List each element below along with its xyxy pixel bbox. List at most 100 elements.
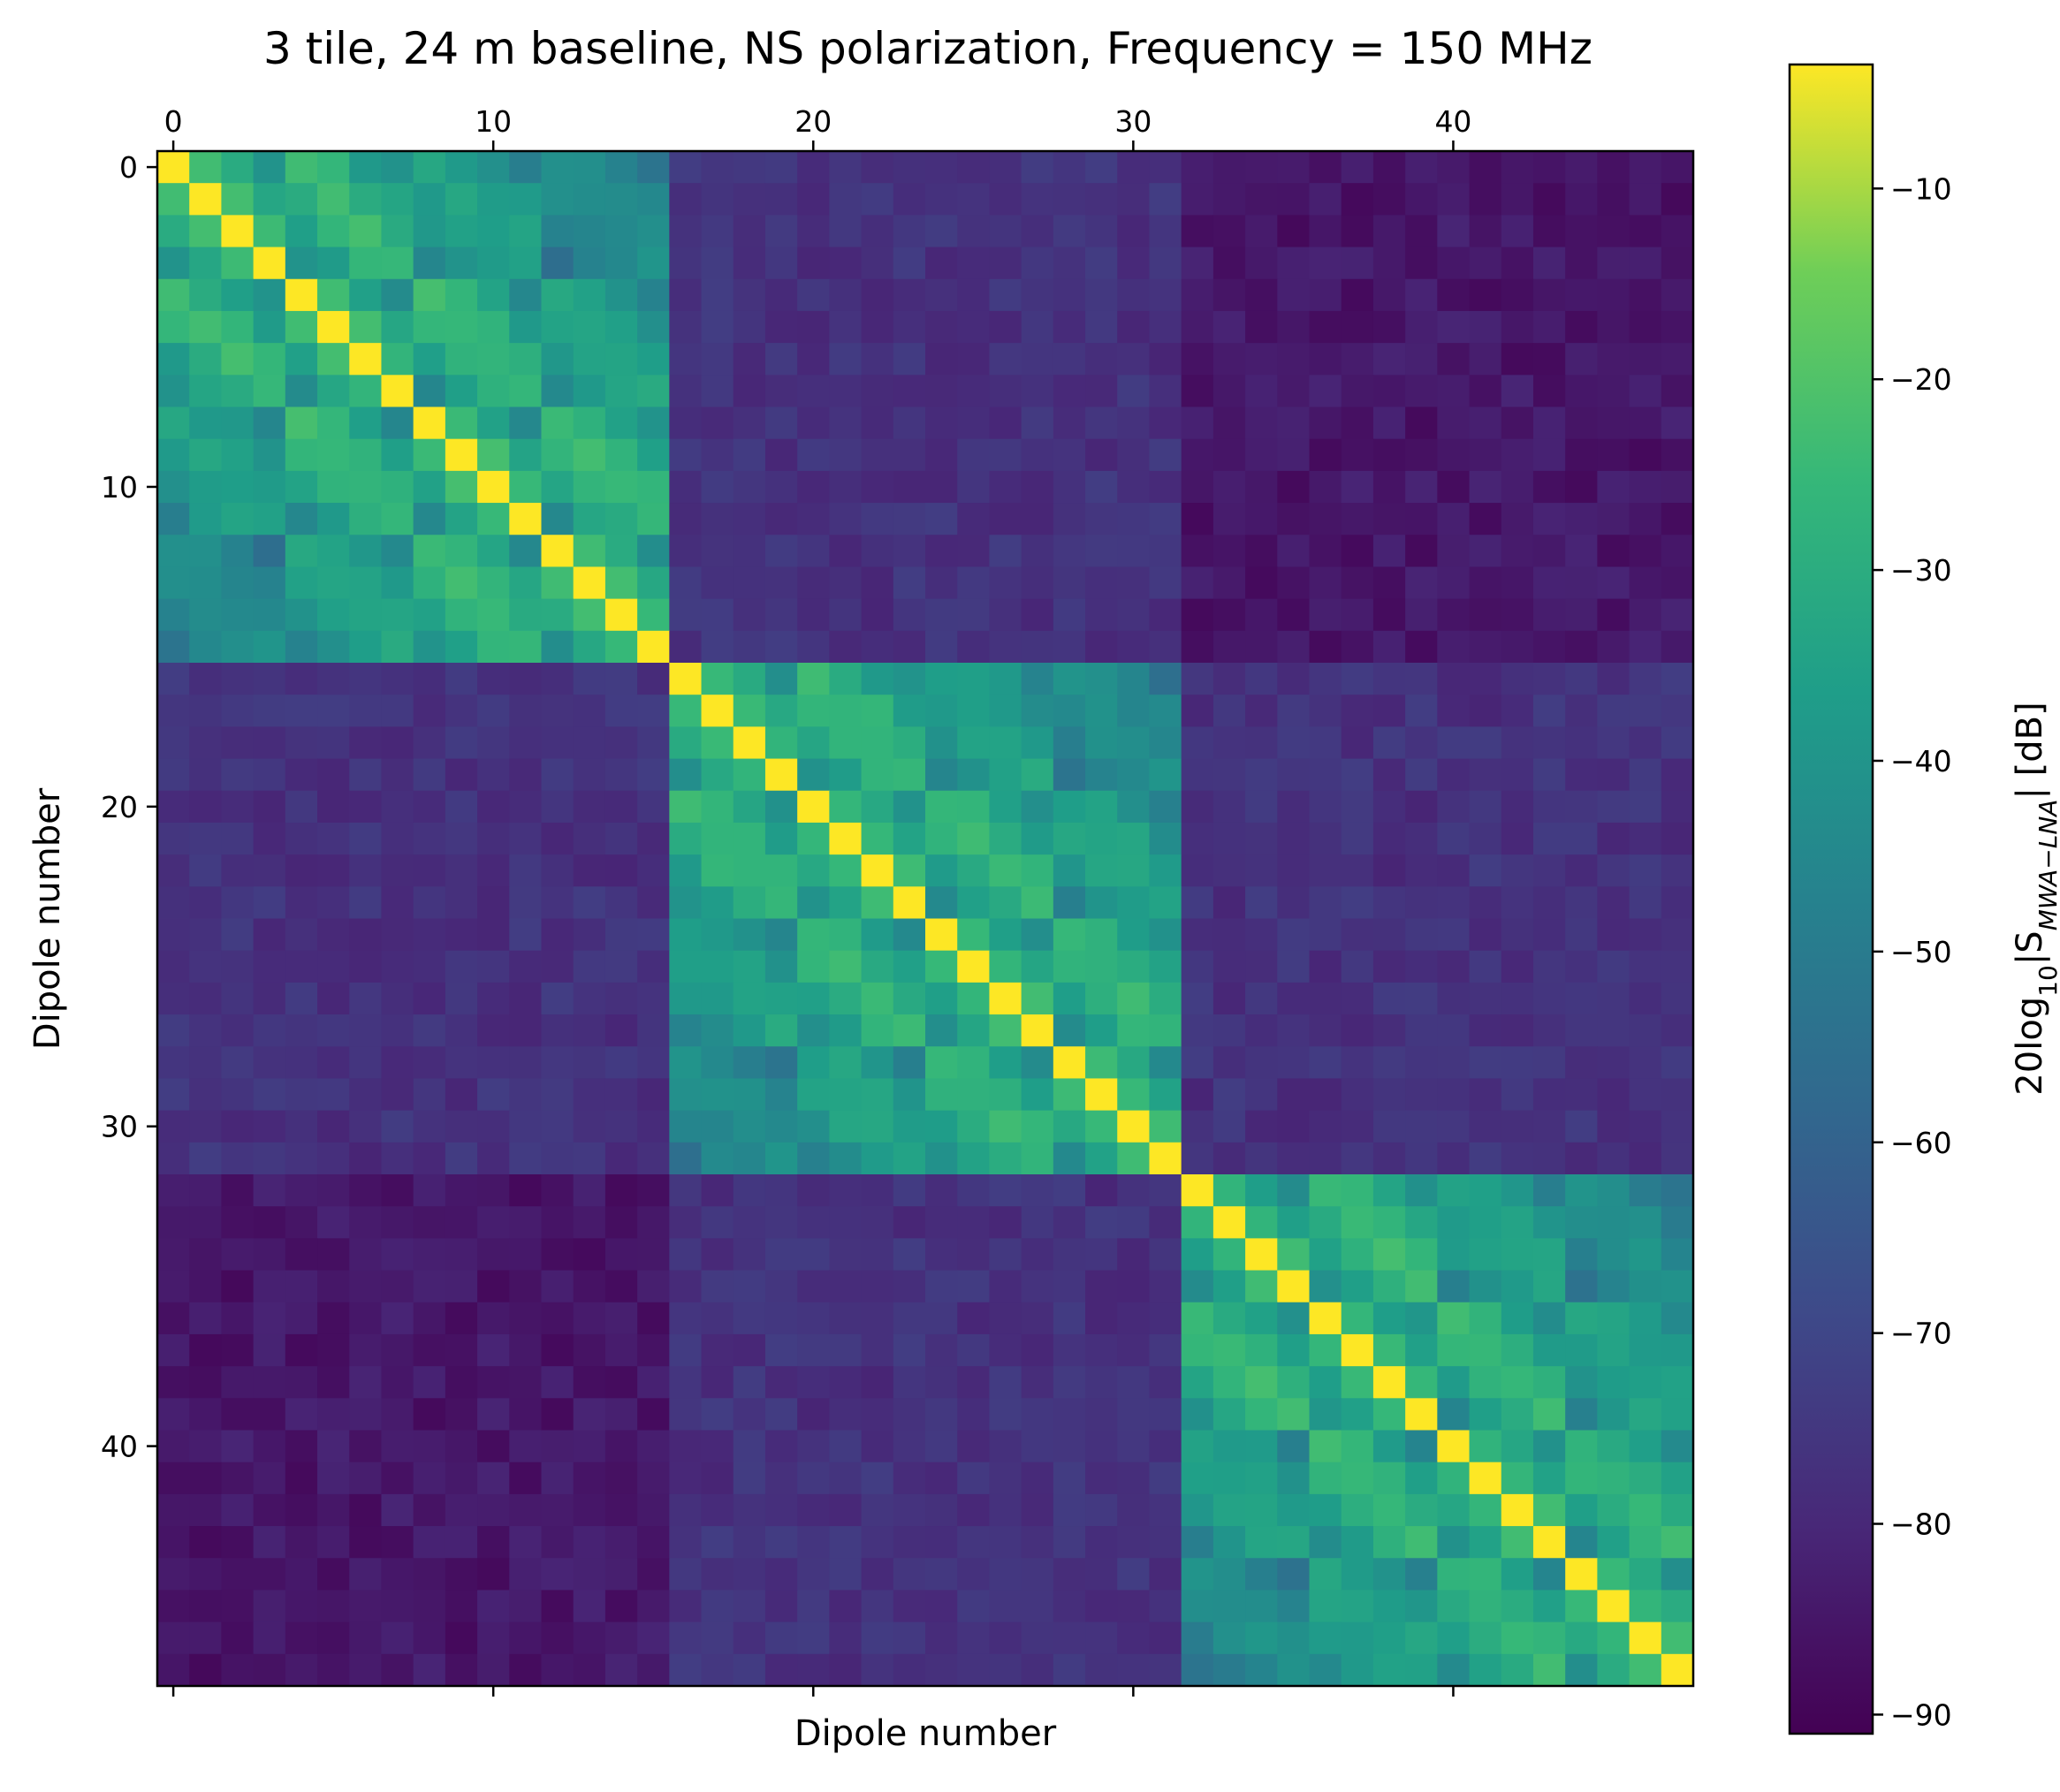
heatmap-cell	[1629, 1302, 1662, 1335]
heatmap-cell	[509, 630, 543, 664]
heatmap-cell	[221, 215, 255, 248]
heatmap-cell	[1021, 854, 1054, 887]
heatmap-cell	[604, 1110, 638, 1143]
heatmap-cell	[733, 1493, 766, 1527]
heatmap-cell	[669, 406, 703, 440]
heatmap-cell	[1661, 1270, 1694, 1303]
heatmap-cell	[957, 1270, 991, 1303]
heatmap-cell	[604, 183, 638, 216]
heatmap-cell	[829, 1206, 863, 1239]
heatmap-cell	[604, 1366, 638, 1399]
heatmap-cell	[604, 1526, 638, 1559]
heatmap-cell	[1501, 886, 1534, 920]
heatmap-cell	[1532, 1621, 1566, 1655]
heatmap-cell	[253, 438, 286, 472]
heatmap-cell	[604, 1046, 638, 1080]
heatmap-cell	[381, 438, 414, 472]
heatmap-cell	[829, 1142, 863, 1175]
heatmap-cell	[285, 566, 318, 600]
heatmap-cell	[445, 375, 478, 408]
heatmap-cell	[1053, 1653, 1086, 1687]
heatmap-cell	[1245, 1526, 1278, 1559]
heatmap-cell	[1565, 950, 1598, 983]
heatmap-cell	[1341, 470, 1374, 504]
heatmap-cell	[1117, 247, 1151, 280]
heatmap-cell	[1469, 566, 1502, 600]
heatmap-cell	[1437, 1398, 1471, 1431]
heatmap-cell	[733, 1142, 766, 1175]
heatmap-cell	[764, 1014, 798, 1047]
heatmap-cell	[1245, 151, 1278, 184]
heatmap-cell	[317, 247, 350, 280]
heatmap-cell	[701, 1558, 734, 1591]
heatmap-cell	[1053, 470, 1086, 504]
heatmap-cell	[861, 822, 894, 855]
heatmap-cell	[669, 695, 703, 727]
heatmap-cell	[221, 1590, 255, 1623]
heatmap-cell	[1469, 1430, 1502, 1463]
heatmap-cell	[1597, 406, 1631, 440]
heatmap-cell	[1053, 343, 1086, 376]
heatmap-cell	[637, 1653, 670, 1687]
heatmap-cell	[1405, 854, 1438, 887]
heatmap-cell	[1309, 1142, 1342, 1175]
heatmap-cell	[541, 1078, 574, 1112]
heatmap-cell	[1597, 470, 1631, 504]
heatmap-cell	[189, 278, 223, 312]
heatmap-cell	[1309, 1621, 1342, 1655]
heatmap-cell	[1565, 663, 1598, 695]
heatmap-cell	[1501, 406, 1534, 440]
heatmap-cell	[317, 918, 350, 952]
heatmap-cell	[253, 918, 286, 952]
heatmap-cell	[669, 598, 703, 632]
heatmap-cell	[1532, 886, 1566, 920]
heatmap-cell	[701, 1621, 734, 1655]
heatmap-cell	[541, 1174, 574, 1207]
heatmap-cell	[1245, 1206, 1278, 1239]
heatmap-cell	[509, 822, 543, 855]
heatmap-cell	[637, 1493, 670, 1527]
heatmap-cell	[1532, 1142, 1566, 1175]
heatmap-cell	[189, 950, 223, 983]
heatmap-cell	[413, 950, 446, 983]
heatmap-cell	[317, 183, 350, 216]
heatmap-cell	[1341, 1558, 1374, 1591]
heatmap-cell	[893, 982, 926, 1015]
heatmap-cell	[541, 630, 574, 664]
heatmap-cell	[1085, 1558, 1118, 1591]
heatmap-cell	[1405, 1430, 1438, 1463]
heatmap-cell	[285, 343, 318, 376]
heatmap-cell	[1405, 215, 1438, 248]
heatmap-cell	[573, 503, 606, 535]
heatmap-cell	[604, 822, 638, 855]
heatmap-cell	[381, 1078, 414, 1112]
heatmap-cell	[573, 1142, 606, 1175]
heatmap-cell	[1501, 1621, 1534, 1655]
heatmap-cell	[1372, 151, 1406, 184]
heatmap-cell	[1501, 503, 1534, 535]
heatmap-cell	[1501, 1366, 1534, 1399]
heatmap-cell	[957, 598, 991, 632]
heatmap-cell	[1277, 1238, 1311, 1272]
heatmap-cell	[445, 1206, 478, 1239]
heatmap-cell	[253, 1078, 286, 1112]
heatmap-cell	[893, 310, 926, 344]
heatmap-cell	[253, 183, 286, 216]
heatmap-cell	[1149, 1398, 1182, 1431]
heatmap-cell	[1597, 1653, 1631, 1687]
heatmap-cell	[701, 566, 734, 600]
heatmap-cell	[189, 1302, 223, 1335]
heatmap-cell	[797, 1206, 830, 1239]
heatmap-cell	[413, 663, 446, 695]
heatmap-cell	[1117, 1366, 1151, 1399]
heatmap-cell	[1437, 1238, 1471, 1272]
heatmap-cell	[1405, 950, 1438, 983]
heatmap-cell	[829, 1078, 863, 1112]
heatmap-cell	[221, 1206, 255, 1239]
heatmap-cell	[925, 375, 958, 408]
heatmap-cell	[1277, 1078, 1311, 1112]
heatmap-cell	[669, 758, 703, 792]
heatmap-cell	[1212, 695, 1246, 727]
heatmap-cell	[509, 247, 543, 280]
heatmap-cell	[893, 247, 926, 280]
